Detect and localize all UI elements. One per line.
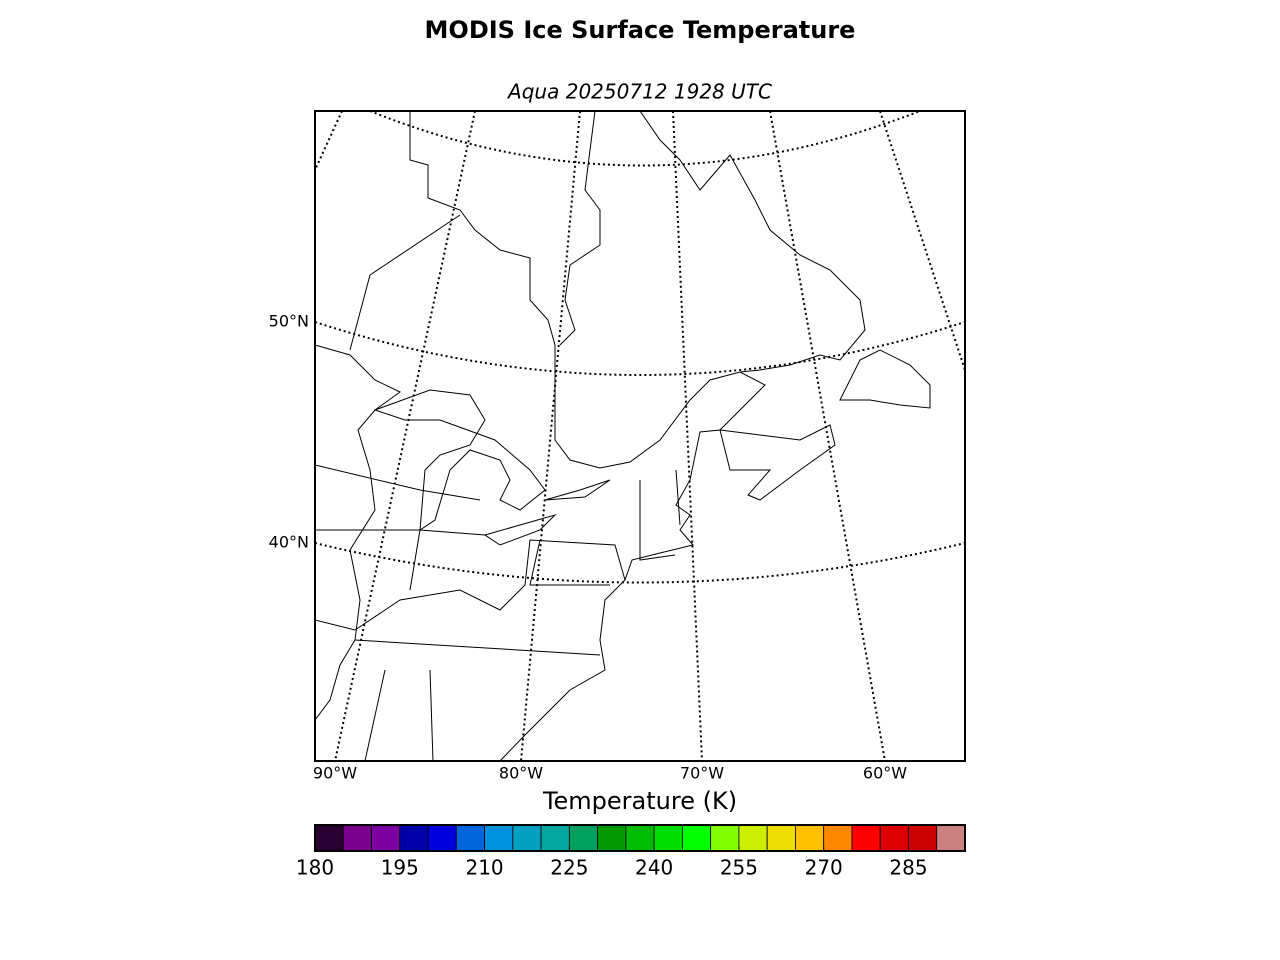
colorbar-segment: [795, 824, 825, 852]
colorbar-segment: [540, 824, 570, 852]
colorbar: 180 195 210 225 240 255 270 285: [296, 824, 966, 880]
meridian: [879, 111, 965, 371]
colorbar-segment: [455, 824, 485, 852]
state-border: [315, 214, 681, 761]
colorbar-segment: [936, 824, 966, 852]
parallel: [315, 321, 965, 376]
tick-label: 240: [635, 856, 673, 880]
map: 50°N 40°N 90°W 80°W 70°W 60°W: [269, 110, 966, 783]
lon-label: 90°W: [313, 764, 357, 783]
lon-label: 70°W: [680, 764, 724, 783]
tick-label: 210: [465, 856, 503, 880]
colorbar-segment: [738, 824, 768, 852]
colorbar-segment: [681, 824, 712, 852]
coastline: [373, 389, 546, 531]
title: MODIS Ice Surface Temperature: [425, 16, 856, 44]
coastline: [839, 349, 931, 409]
colorbar-segment: [568, 824, 599, 852]
colorbar-frame: [314, 824, 966, 852]
coastline: [483, 479, 611, 546]
tick-label: 195: [381, 856, 419, 880]
tick-label: 255: [720, 856, 758, 880]
colorbar-segment: [399, 824, 429, 852]
colorbar-segment: [879, 824, 909, 852]
map-content: [315, 111, 965, 761]
meridian: [520, 111, 581, 761]
colorbar-segment: [484, 824, 514, 852]
colorbar-title: Temperature (K): [542, 787, 737, 815]
coastline: [315, 344, 401, 721]
map-frame: [314, 110, 966, 762]
colorbar-segment: [653, 824, 683, 852]
tick-label: 270: [805, 856, 843, 880]
lon-label: 60°W: [863, 764, 907, 783]
colorbar-segment: [512, 824, 542, 852]
lat-label: 40°N: [269, 533, 309, 552]
tick-label: 225: [550, 856, 588, 880]
tick-label: 180: [296, 856, 334, 880]
colorbar-segment: [766, 824, 796, 852]
colorbar-segment: [625, 824, 655, 852]
colorbar-segment: [342, 824, 372, 852]
parallel: [369, 111, 921, 167]
coastline: [719, 424, 836, 501]
meridian: [334, 111, 476, 761]
meridian: [315, 111, 343, 171]
coastline: [639, 111, 866, 373]
meridian: [672, 111, 703, 761]
tick-label: 285: [889, 856, 927, 880]
coastline: [559, 111, 601, 346]
lon-label: 80°W: [499, 764, 543, 783]
meridian: [769, 111, 886, 761]
subtitle: Aqua 20250712 1928 UTC: [506, 80, 772, 104]
colorbar-segment: [314, 824, 344, 852]
coastline: [409, 111, 766, 761]
colorbar-segment: [823, 824, 853, 852]
colorbar-segment: [597, 824, 627, 852]
colorbar-segment: [908, 824, 938, 852]
colorbar-segment: [710, 824, 740, 852]
colorbar-segment: [851, 824, 881, 852]
lat-label: 50°N: [269, 312, 309, 331]
colorbar-segment: [427, 824, 457, 852]
colorbar-segment: [371, 824, 401, 852]
